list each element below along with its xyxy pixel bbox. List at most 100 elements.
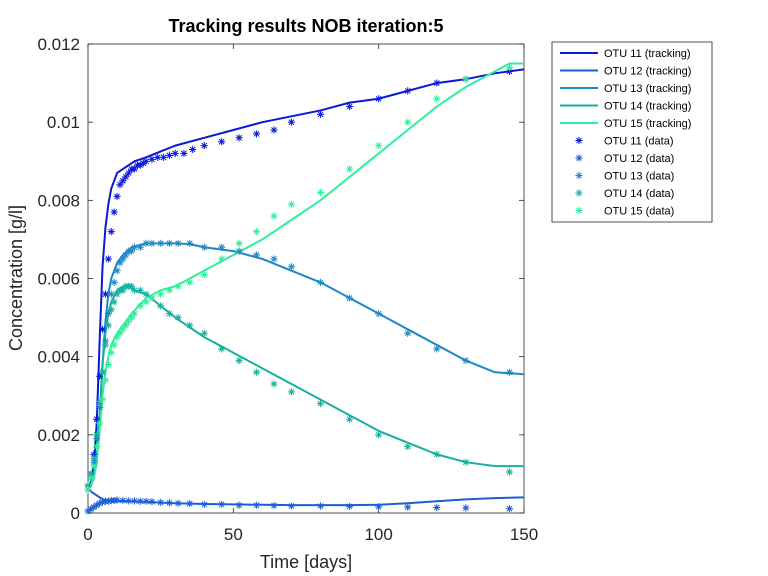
y-axis-label: Concentration [g/l] (6, 205, 26, 351)
data-point (125, 317, 133, 326)
data-point (346, 294, 354, 302)
data-point (218, 243, 226, 251)
data-point (346, 165, 354, 173)
data-point (287, 200, 296, 208)
data-point (316, 188, 325, 197)
data-point (157, 498, 165, 507)
x-tick-label: 100 (364, 525, 392, 544)
data-point (165, 239, 173, 247)
data-point (130, 497, 139, 505)
data-point (96, 403, 104, 412)
data-point (90, 450, 98, 458)
data-point (174, 239, 182, 247)
data-point (346, 502, 354, 510)
y-axis: 0 0.002 0.004 0.006 0.008 0.01 0.012 (37, 35, 524, 523)
data-point (136, 243, 144, 251)
data-point (113, 496, 121, 504)
data-point (505, 468, 514, 476)
data-point (116, 329, 124, 337)
chart-title: Tracking results NOB iteration:5 (168, 16, 443, 36)
data-point (104, 255, 112, 263)
data-point (252, 130, 261, 138)
data-point (122, 321, 130, 329)
legend-entry-label: OTU 14 (data) (604, 188, 674, 200)
data-point (87, 505, 95, 513)
data-point (119, 255, 127, 263)
data-point (186, 278, 194, 287)
data-point (98, 368, 107, 376)
data-point (165, 310, 173, 318)
data-point (113, 267, 121, 275)
data-point (110, 341, 118, 349)
data-point (125, 169, 133, 177)
y-tick-label: 0.006 (37, 270, 80, 289)
data-point (110, 208, 118, 216)
data-point (101, 376, 110, 384)
data-point (252, 501, 261, 509)
data-point (90, 458, 98, 466)
data-point (93, 442, 101, 451)
data-point (189, 145, 197, 154)
data-point (157, 239, 165, 247)
data-point (130, 165, 139, 173)
x-tick-label: 50 (224, 525, 243, 544)
data-point (136, 161, 144, 169)
data-point (462, 75, 470, 83)
data-point (218, 500, 226, 509)
data-point (93, 435, 101, 443)
legend-marker-swatch (575, 189, 583, 197)
data-point (113, 333, 121, 341)
data-point (180, 149, 188, 158)
data-point (270, 126, 278, 134)
data-point (433, 345, 441, 353)
data-point (404, 118, 412, 126)
data-point (128, 282, 136, 290)
x-axis-label: Time [days] (260, 552, 352, 572)
data-point (270, 212, 278, 220)
y-tick-label: 0.01 (47, 113, 80, 132)
data-point (128, 313, 136, 322)
data-point (136, 286, 144, 294)
data-point (119, 286, 127, 294)
data-point (287, 388, 296, 396)
data-point (142, 290, 150, 298)
legend-entry-label: OTU 13 (data) (604, 171, 674, 183)
data-point (84, 482, 92, 490)
data-point (136, 497, 144, 505)
data-point (218, 345, 226, 353)
y-tick-label: 0.008 (37, 191, 80, 210)
data-point (125, 497, 133, 505)
data-point (113, 192, 121, 201)
data-point (186, 500, 194, 508)
data-point (119, 325, 127, 333)
data-point (136, 302, 144, 310)
data-point (165, 499, 173, 507)
data-point (98, 325, 107, 333)
legend-entry-label: OTU 11 (tracking) (604, 48, 691, 60)
data-point (200, 270, 208, 279)
data-point (110, 298, 118, 306)
data-point (505, 505, 514, 513)
data-point (90, 454, 98, 462)
data-point (270, 255, 278, 263)
data-point (375, 431, 383, 439)
data-point (113, 290, 121, 298)
data-point (107, 290, 115, 298)
legend-entry-label: OTU 15 (tracking) (604, 118, 691, 130)
data-point (165, 151, 173, 159)
data-point (433, 95, 441, 103)
data-point (107, 349, 115, 357)
data-point (130, 310, 139, 318)
legend-marker-swatch (575, 136, 583, 145)
data-point (200, 142, 208, 150)
data-point (186, 239, 194, 247)
data-point (346, 102, 354, 111)
data-point (130, 286, 139, 294)
data-point (375, 95, 383, 103)
data-point (84, 485, 92, 494)
legend-marker-swatch (575, 171, 583, 180)
data-point (128, 247, 136, 255)
data-point (186, 321, 194, 329)
data-point (157, 290, 165, 298)
